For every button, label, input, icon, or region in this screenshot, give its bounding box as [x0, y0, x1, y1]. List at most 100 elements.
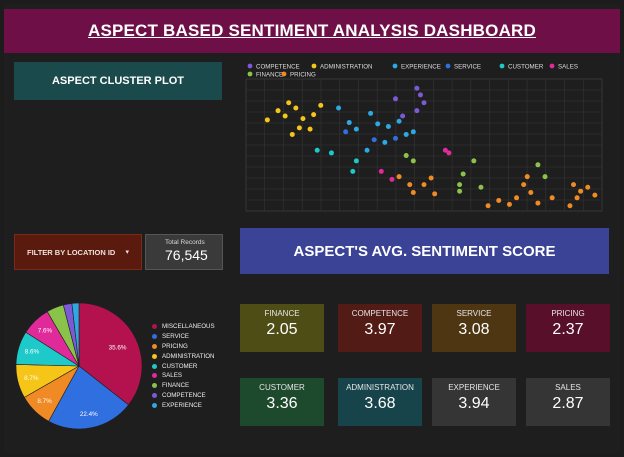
scatter-legend-label: SALES	[558, 63, 578, 70]
scatter-point	[389, 176, 395, 182]
scatter-point	[421, 100, 427, 106]
scatter-point	[328, 150, 334, 156]
scatter-point	[496, 197, 502, 203]
score-card-title: CUSTOMER	[259, 383, 305, 392]
pie-legend-item: FINANCE	[152, 381, 215, 391]
pie-legend-item: PRICING	[152, 342, 215, 352]
pie-legend-label: SALES	[162, 372, 182, 380]
score-card-value: 3.68	[364, 395, 396, 412]
pie-legend-marker	[152, 402, 157, 408]
scatter-point	[364, 147, 370, 153]
score-card-value: 2.87	[552, 395, 584, 412]
scatter-point	[296, 125, 302, 131]
score-card-value: 3.94	[458, 395, 490, 412]
score-card-value: 3.97	[364, 321, 396, 338]
scatter-point	[353, 158, 359, 164]
scatter-grid	[245, 78, 603, 212]
pie-legend-item: SERVICE	[152, 332, 215, 342]
scatter-point	[403, 153, 409, 159]
pie-legend-marker	[152, 334, 157, 340]
pie-legend-item: EXPERIENCE	[152, 400, 215, 410]
score-card-title: ADMINISTRATION	[346, 383, 414, 392]
score-card-finance: FINANCE 2.05	[240, 304, 324, 352]
pie-slice-experience	[71, 302, 80, 367]
scatter-point	[353, 126, 359, 132]
score-card-title: SALES	[555, 383, 581, 392]
score-card-value: 3.36	[266, 395, 298, 412]
scatter-point	[282, 113, 288, 119]
scatter-point	[275, 108, 281, 114]
scatter-legend-marker	[247, 71, 253, 77]
dashboard-title: ASPECT BASED SENTIMENT ANALYSIS DASHBOAR…	[87, 21, 537, 40]
scatter-legend-label: ADMINISTRATION	[320, 63, 372, 70]
scatter-point	[478, 184, 484, 190]
scatter-point	[286, 100, 292, 106]
scatter-legend: COMPETENCE ADMINISTRATION EXPERIENCE SERVIC…	[247, 63, 578, 78]
score-card-experience: EXPERIENCE 3.94	[432, 378, 516, 426]
score-card-title: FINANCE	[264, 309, 300, 318]
pie-data-label: 8.6%	[25, 349, 40, 356]
score-card-competence: COMPETENCE 3.97	[338, 304, 422, 352]
pie-legend-label: FINANCE	[162, 382, 190, 390]
pie-legend-label: COMPETENCE	[162, 391, 206, 399]
pie-legend-marker	[152, 343, 157, 349]
scatter-point	[350, 168, 356, 174]
scatter-point	[535, 200, 541, 206]
score-card-service: SERVICE 3.08	[432, 304, 516, 352]
scatter-point	[378, 168, 384, 174]
scatter-point	[393, 135, 399, 141]
scatter-legend-label: EXPERIENCE	[401, 63, 441, 70]
pie-legend-marker	[152, 363, 157, 369]
scatter-legend-label: CUSTOMER	[508, 63, 544, 70]
scatter-point	[307, 126, 313, 132]
score-card-sales: SALES 2.87	[526, 378, 610, 426]
scatter-point	[460, 171, 466, 177]
scatter-point	[528, 190, 534, 196]
scatter-legend-label: FINANCE	[256, 71, 283, 78]
scatter-point	[506, 201, 512, 207]
scatter-point	[549, 195, 555, 201]
scatter-point	[485, 203, 491, 209]
aspect-cluster-scatter-chart: COMPETENCE ADMINISTRATION EXPERIENCE SERVIC…	[245, 63, 603, 212]
scatter-point	[574, 195, 580, 201]
scatter-legend-label: COMPETENCE	[256, 63, 300, 70]
scatter-point	[385, 124, 391, 130]
pie-slice-miscellaneous	[78, 302, 143, 406]
scatter-point	[457, 188, 463, 194]
score-card-title: SERVICE	[456, 309, 492, 318]
scatter-point	[567, 203, 573, 209]
score-card-customer: CUSTOMER 3.36	[240, 378, 324, 426]
pie-legend-marker	[152, 383, 157, 389]
scatter-legend-label: PRICING	[290, 71, 316, 78]
scatter-point	[414, 108, 420, 114]
scatter-point	[421, 182, 427, 188]
aspect-distribution-pie-chart: 35.6% 22.4% 8.7% 8.7% 8.6% 7.6%	[15, 302, 143, 430]
total-records-label: Total Records	[165, 239, 205, 246]
scatter-point	[400, 113, 406, 119]
scatter-legend-label: SERVICE	[454, 63, 481, 70]
scatter-point	[417, 92, 423, 98]
scatter-point	[396, 118, 402, 124]
avg-sentiment-score-banner: ASPECT'S AVG. SENTIMENT SCORE	[240, 228, 609, 274]
scatter-point	[410, 190, 416, 196]
scatter-point	[382, 139, 388, 145]
scatter-point	[410, 129, 416, 135]
scatter-legend-marker	[247, 63, 253, 69]
scatter-legend-marker	[392, 63, 398, 69]
pie-legend-marker	[152, 373, 157, 379]
pie-legend-item: MISCELLANEOUS	[152, 322, 215, 332]
scatter-point	[542, 174, 548, 180]
pie-legend-item: SALES	[152, 371, 215, 381]
filter-location-dropdown[interactable]: FILTER BY LOCATION ID ▾	[14, 234, 142, 270]
scatter-legend-marker	[445, 63, 451, 69]
scatter-point	[371, 137, 377, 143]
scatter-point	[318, 102, 324, 108]
scatter-point	[432, 191, 438, 197]
pie-data-label: 8.7%	[37, 398, 52, 405]
pie-legend-label: ADMINISTRATION	[162, 352, 215, 360]
aspect-cluster-plot-button[interactable]: ASPECT CLUSTER PLOT	[14, 62, 222, 100]
scatter-point	[289, 131, 295, 137]
scatter-point	[446, 150, 452, 156]
scatter-point	[346, 120, 352, 126]
chevron-down-icon: ▾	[125, 249, 129, 256]
